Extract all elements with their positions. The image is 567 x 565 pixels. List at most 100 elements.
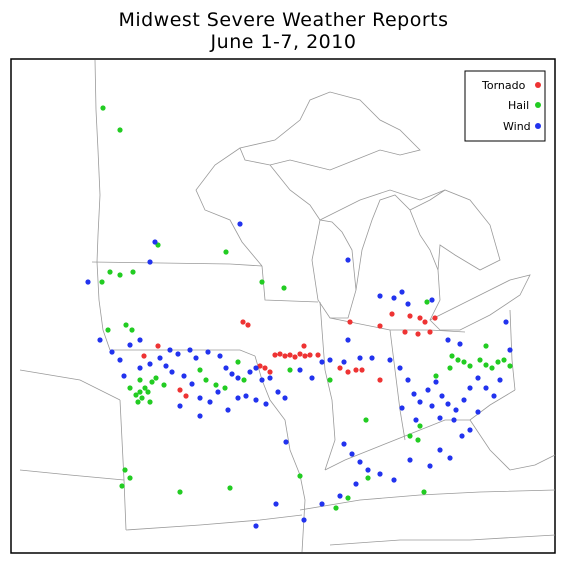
hail-report-marker (287, 367, 293, 373)
hail-report-marker (483, 362, 489, 368)
wind-report-marker (357, 459, 363, 465)
ky-tn-border (299, 489, 556, 511)
wind-report-marker (447, 455, 453, 461)
wind-report-marker (445, 337, 451, 343)
wind-report-marker (197, 413, 203, 419)
tornado-report-marker (377, 323, 383, 329)
wind-report-marker (147, 259, 153, 265)
wind-report-marker (309, 375, 315, 381)
hail-report-marker (407, 433, 413, 439)
hail-report-marker (235, 359, 241, 365)
hail-report-marker (127, 475, 133, 481)
ne-ks-border (19, 369, 121, 401)
tornado-report-marker (267, 369, 273, 375)
wind-report-marker (205, 349, 211, 355)
wind-report-marker (341, 441, 347, 447)
wind-report-marker (397, 365, 403, 371)
report-markers (85, 105, 513, 529)
wind-report-marker (282, 395, 288, 401)
wind-report-marker (457, 341, 463, 347)
sd-mn-border (96, 261, 111, 351)
wind-report-marker (319, 359, 325, 365)
hail-report-marker (99, 279, 105, 285)
tornado-report-marker (292, 354, 298, 360)
map-frame (10, 58, 556, 554)
wind-report-marker (451, 417, 457, 423)
wi-mi-up-border (269, 164, 321, 221)
nd-mn-border (94, 59, 101, 263)
mn-ia-border (91, 261, 263, 267)
wind-report-marker (189, 381, 195, 387)
ia-mo-border (110, 349, 256, 357)
hail-report-marker (149, 379, 155, 385)
hail-report-marker (161, 382, 167, 388)
tornado-report-marker (272, 352, 278, 358)
legend-marker-tornado (535, 82, 541, 88)
tornado-report-marker (177, 387, 183, 393)
wind-report-marker (427, 463, 433, 469)
wind-report-marker (275, 389, 281, 395)
wind-report-marker (411, 391, 417, 397)
hail-report-marker (197, 367, 203, 373)
hail-report-marker (501, 357, 507, 363)
hail-report-marker (424, 299, 430, 305)
ohio-river (324, 389, 516, 471)
hail-report-marker (129, 327, 135, 333)
wind-report-marker (341, 359, 347, 365)
tornado-report-marker (315, 352, 321, 358)
wind-report-marker (453, 407, 459, 413)
hail-report-marker (415, 437, 421, 443)
hail-report-marker (495, 359, 501, 365)
wind-report-marker (163, 363, 169, 369)
wind-report-marker (377, 471, 383, 477)
tornado-report-marker (301, 343, 307, 349)
tornado-report-marker (245, 322, 251, 328)
tornado-report-marker (353, 367, 359, 373)
wind-report-marker (399, 405, 405, 411)
tornado-report-marker (257, 363, 263, 369)
hail-report-marker (241, 377, 247, 383)
wind-report-marker (267, 375, 273, 381)
legend-marker-wind (535, 123, 541, 129)
basemap-lines (19, 59, 556, 553)
map-title: Midwest Severe Weather Reports (118, 9, 449, 31)
hail-report-marker (130, 269, 136, 275)
wind-report-marker (117, 357, 123, 363)
wind-report-marker (491, 393, 497, 399)
wind-report-marker (345, 257, 351, 263)
wind-report-marker (475, 409, 481, 415)
wind-report-marker (225, 407, 231, 413)
wind-report-marker (127, 342, 133, 348)
lake-erie (429, 274, 531, 331)
lake-michigan (311, 219, 357, 319)
wind-report-marker (253, 397, 259, 403)
hail-report-marker (123, 322, 129, 328)
tornado-report-marker (337, 365, 343, 371)
legend-label-hail: Hail (508, 99, 529, 112)
hail-report-marker (142, 385, 148, 391)
hail-report-marker (433, 373, 439, 379)
ar-border (125, 514, 303, 531)
mi-in-oh-border (329, 317, 466, 333)
tornado-report-marker (347, 319, 353, 325)
wind-report-marker (327, 357, 333, 363)
hail-report-marker (297, 473, 303, 479)
wind-report-marker (437, 447, 443, 453)
wind-report-marker (459, 433, 465, 439)
legend: Tornado Hail Wind (464, 70, 546, 142)
lake-huron (409, 189, 501, 271)
wind-report-marker (152, 239, 158, 245)
wind-report-marker (237, 221, 243, 227)
hail-report-marker (449, 353, 455, 359)
tornado-report-marker (345, 369, 351, 375)
hail-report-marker (135, 399, 141, 405)
hail-report-marker (365, 475, 371, 481)
wind-report-marker (399, 289, 405, 295)
wind-report-marker (167, 347, 173, 353)
hail-report-marker (133, 392, 139, 398)
hail-report-marker (127, 385, 133, 391)
hail-report-marker (327, 377, 333, 383)
tornado-report-marker (432, 315, 438, 321)
wind-report-marker (475, 375, 481, 381)
hail-report-marker (147, 399, 153, 405)
